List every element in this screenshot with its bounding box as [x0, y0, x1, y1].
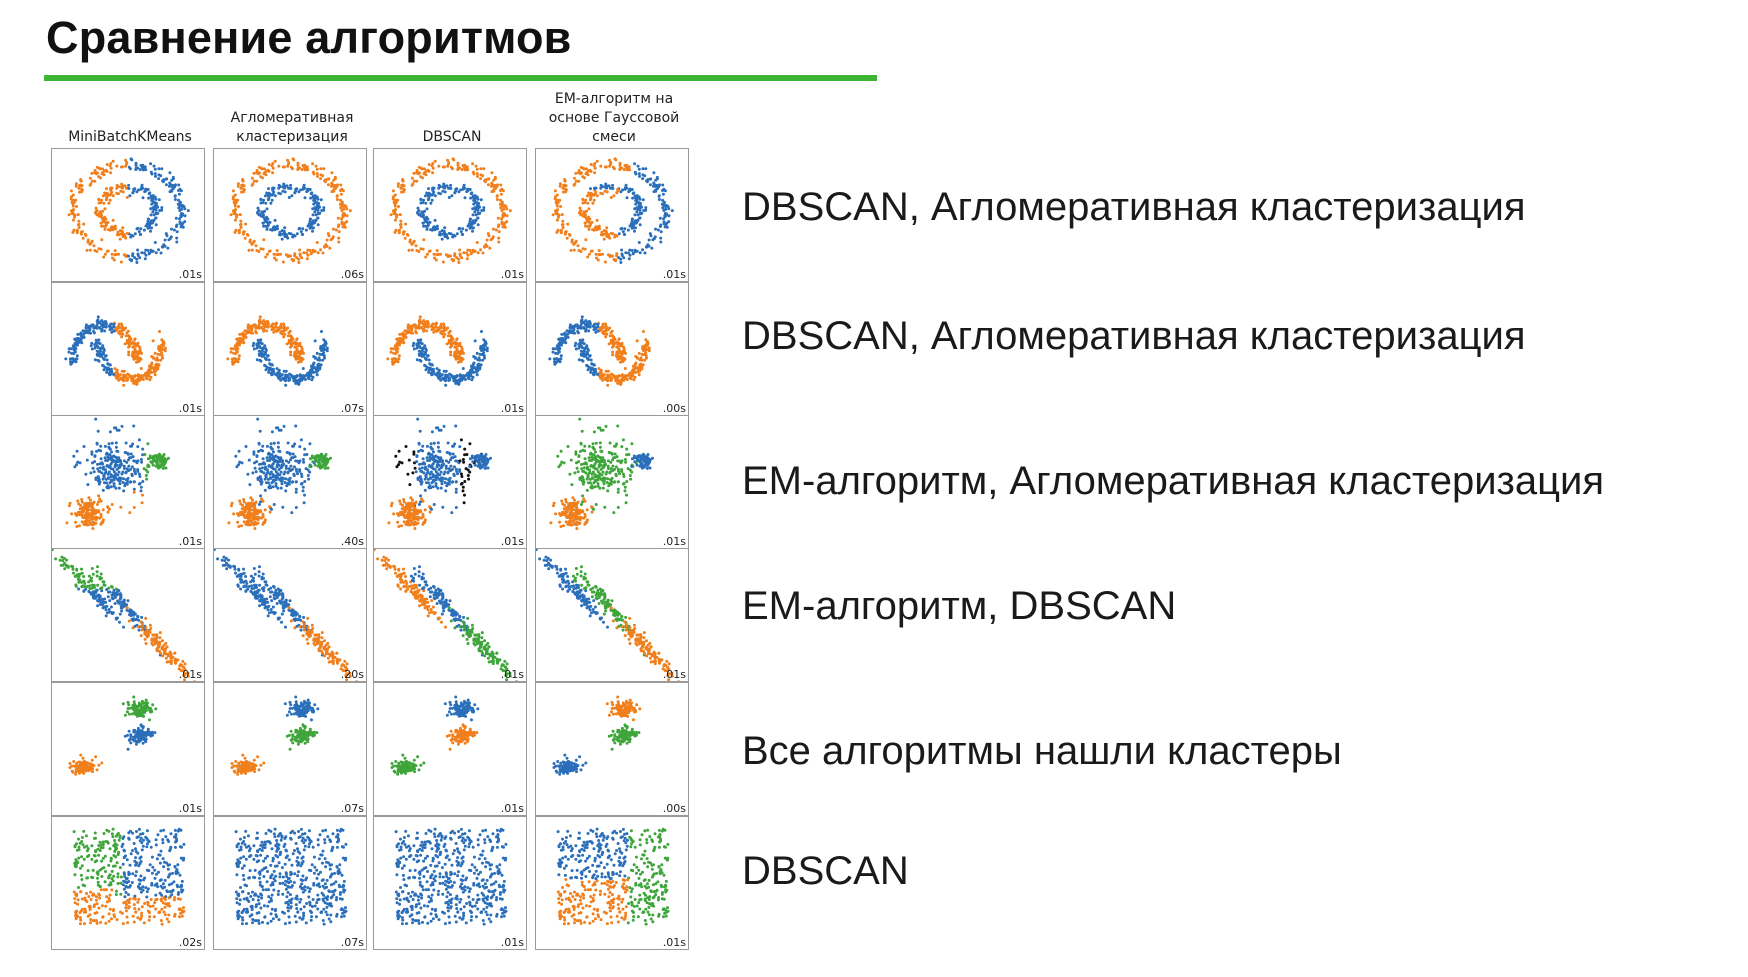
- row-result-aniso: EM-алгоритм, DBSCAN: [742, 584, 1177, 628]
- scatter-plot-circles-col1: .01s: [51, 148, 205, 282]
- scatter-points: [52, 549, 196, 681]
- scatter-plot-no_structure-col1: .02s: [51, 816, 205, 950]
- runtime-label: .01s: [662, 268, 686, 281]
- runtime-label: .20s: [340, 668, 364, 681]
- runtime-label: .01s: [500, 668, 524, 681]
- runtime-label: .07s: [340, 802, 364, 815]
- scatter-plot-varied-col1: .01s: [51, 415, 205, 549]
- runtime-label: .01s: [500, 268, 524, 281]
- scatter-plot-circles-col3: .01s: [373, 148, 527, 282]
- row-result-no-structure: DBSCAN: [742, 849, 909, 893]
- runtime-label: .00s: [662, 402, 686, 415]
- scatter-plot-varied-col4: .01s: [535, 415, 689, 549]
- runtime-label: .01s: [500, 936, 524, 949]
- scatter-points: [64, 315, 167, 387]
- runtime-label: .01s: [178, 268, 202, 281]
- scatter-points: [389, 157, 512, 264]
- runtime-label: .40s: [340, 535, 364, 548]
- runtime-label: .01s: [662, 668, 686, 681]
- runtime-label: .01s: [178, 402, 202, 415]
- scatter-points: [72, 827, 186, 926]
- scatter-plot-circles-col4: .01s: [535, 148, 689, 282]
- runtime-label: .01s: [500, 535, 524, 548]
- scatter-points: [387, 417, 492, 530]
- scatter-plot-moons-col3: .01s: [373, 282, 527, 416]
- scatter-points: [65, 417, 170, 530]
- scatter-points: [68, 695, 158, 776]
- scatter-points: [229, 157, 352, 264]
- scatter-points: [230, 695, 320, 776]
- scatter-points: [552, 695, 642, 776]
- column-header-dbscan: DBSCAN: [422, 129, 482, 145]
- runtime-label: .01s: [178, 668, 202, 681]
- title-underline: [44, 75, 877, 81]
- row-result-circles: DBSCAN, Агломеративная кластеризация: [742, 185, 1526, 229]
- scatter-plot-aniso-col3: .01s: [373, 548, 527, 682]
- scatter-points: [227, 417, 332, 530]
- runtime-label: .01s: [662, 535, 686, 548]
- scatter-plot-varied-col3: .01s: [373, 415, 527, 549]
- scatter-points: [556, 827, 670, 926]
- runtime-label: .01s: [178, 802, 202, 815]
- scatter-points: [67, 157, 190, 264]
- runtime-label: .01s: [500, 802, 524, 815]
- runtime-label: .07s: [340, 402, 364, 415]
- scatter-plot-no_structure-col4: .01s: [535, 816, 689, 950]
- row-result-blobs: Все алгоритмы нашли кластеры: [742, 729, 1342, 773]
- scatter-plot-no_structure-col3: .01s: [373, 816, 527, 950]
- scatter-plot-aniso-col1: .01s: [51, 548, 205, 682]
- scatter-plot-blobs-col2: .07s: [213, 682, 367, 816]
- scatter-plot-aniso-col2: .20s: [213, 548, 367, 682]
- runtime-label: .01s: [500, 402, 524, 415]
- column-header-em-gmm: EM-алгоритм на основе Гауссовой смеси: [548, 91, 680, 145]
- scatter-points: [548, 315, 651, 387]
- runtime-label: .01s: [178, 535, 202, 548]
- scatter-plot-aniso-col4: .01s: [535, 548, 689, 682]
- column-header-minibatchkmeans: MiniBatchKMeans: [68, 129, 192, 145]
- runtime-label: .07s: [340, 936, 364, 949]
- scatter-points: [374, 549, 518, 681]
- scatter-plot-moons-col4: .00s: [535, 282, 689, 416]
- scatter-points: [394, 827, 508, 926]
- scatter-points: [551, 157, 674, 264]
- runtime-label: .06s: [340, 268, 364, 281]
- scatter-points: [549, 417, 654, 530]
- scatter-plot-blobs-col4: .00s: [535, 682, 689, 816]
- scatter-points: [234, 827, 348, 926]
- row-result-moons: DBSCAN, Агломеративная кластеризация: [742, 314, 1526, 358]
- scatter-plot-moons-col2: .07s: [213, 282, 367, 416]
- slide-title: Сравнение алгоритмов: [46, 12, 572, 63]
- row-result-varied: EM-алгоритм, Агломеративная кластеризаци…: [742, 459, 1605, 503]
- scatter-plot-blobs-col1: .01s: [51, 682, 205, 816]
- scatter-plot-circles-col2: .06s: [213, 148, 367, 282]
- scatter-plot-no_structure-col2: .07s: [213, 816, 367, 950]
- scatter-points: [226, 315, 329, 387]
- scatter-points: [390, 695, 480, 776]
- scatter-points: [386, 315, 489, 387]
- scatter-points: [536, 549, 680, 681]
- runtime-label: .02s: [178, 936, 202, 949]
- scatter-plot-varied-col2: .40s: [213, 415, 367, 549]
- runtime-label: .01s: [662, 936, 686, 949]
- column-header-agglomerative: Агломеративная кластеризация: [230, 110, 354, 145]
- scatter-plot-blobs-col3: .01s: [373, 682, 527, 816]
- runtime-label: .00s: [662, 802, 686, 815]
- scatter-points: [214, 549, 358, 681]
- scatter-plot-moons-col1: .01s: [51, 282, 205, 416]
